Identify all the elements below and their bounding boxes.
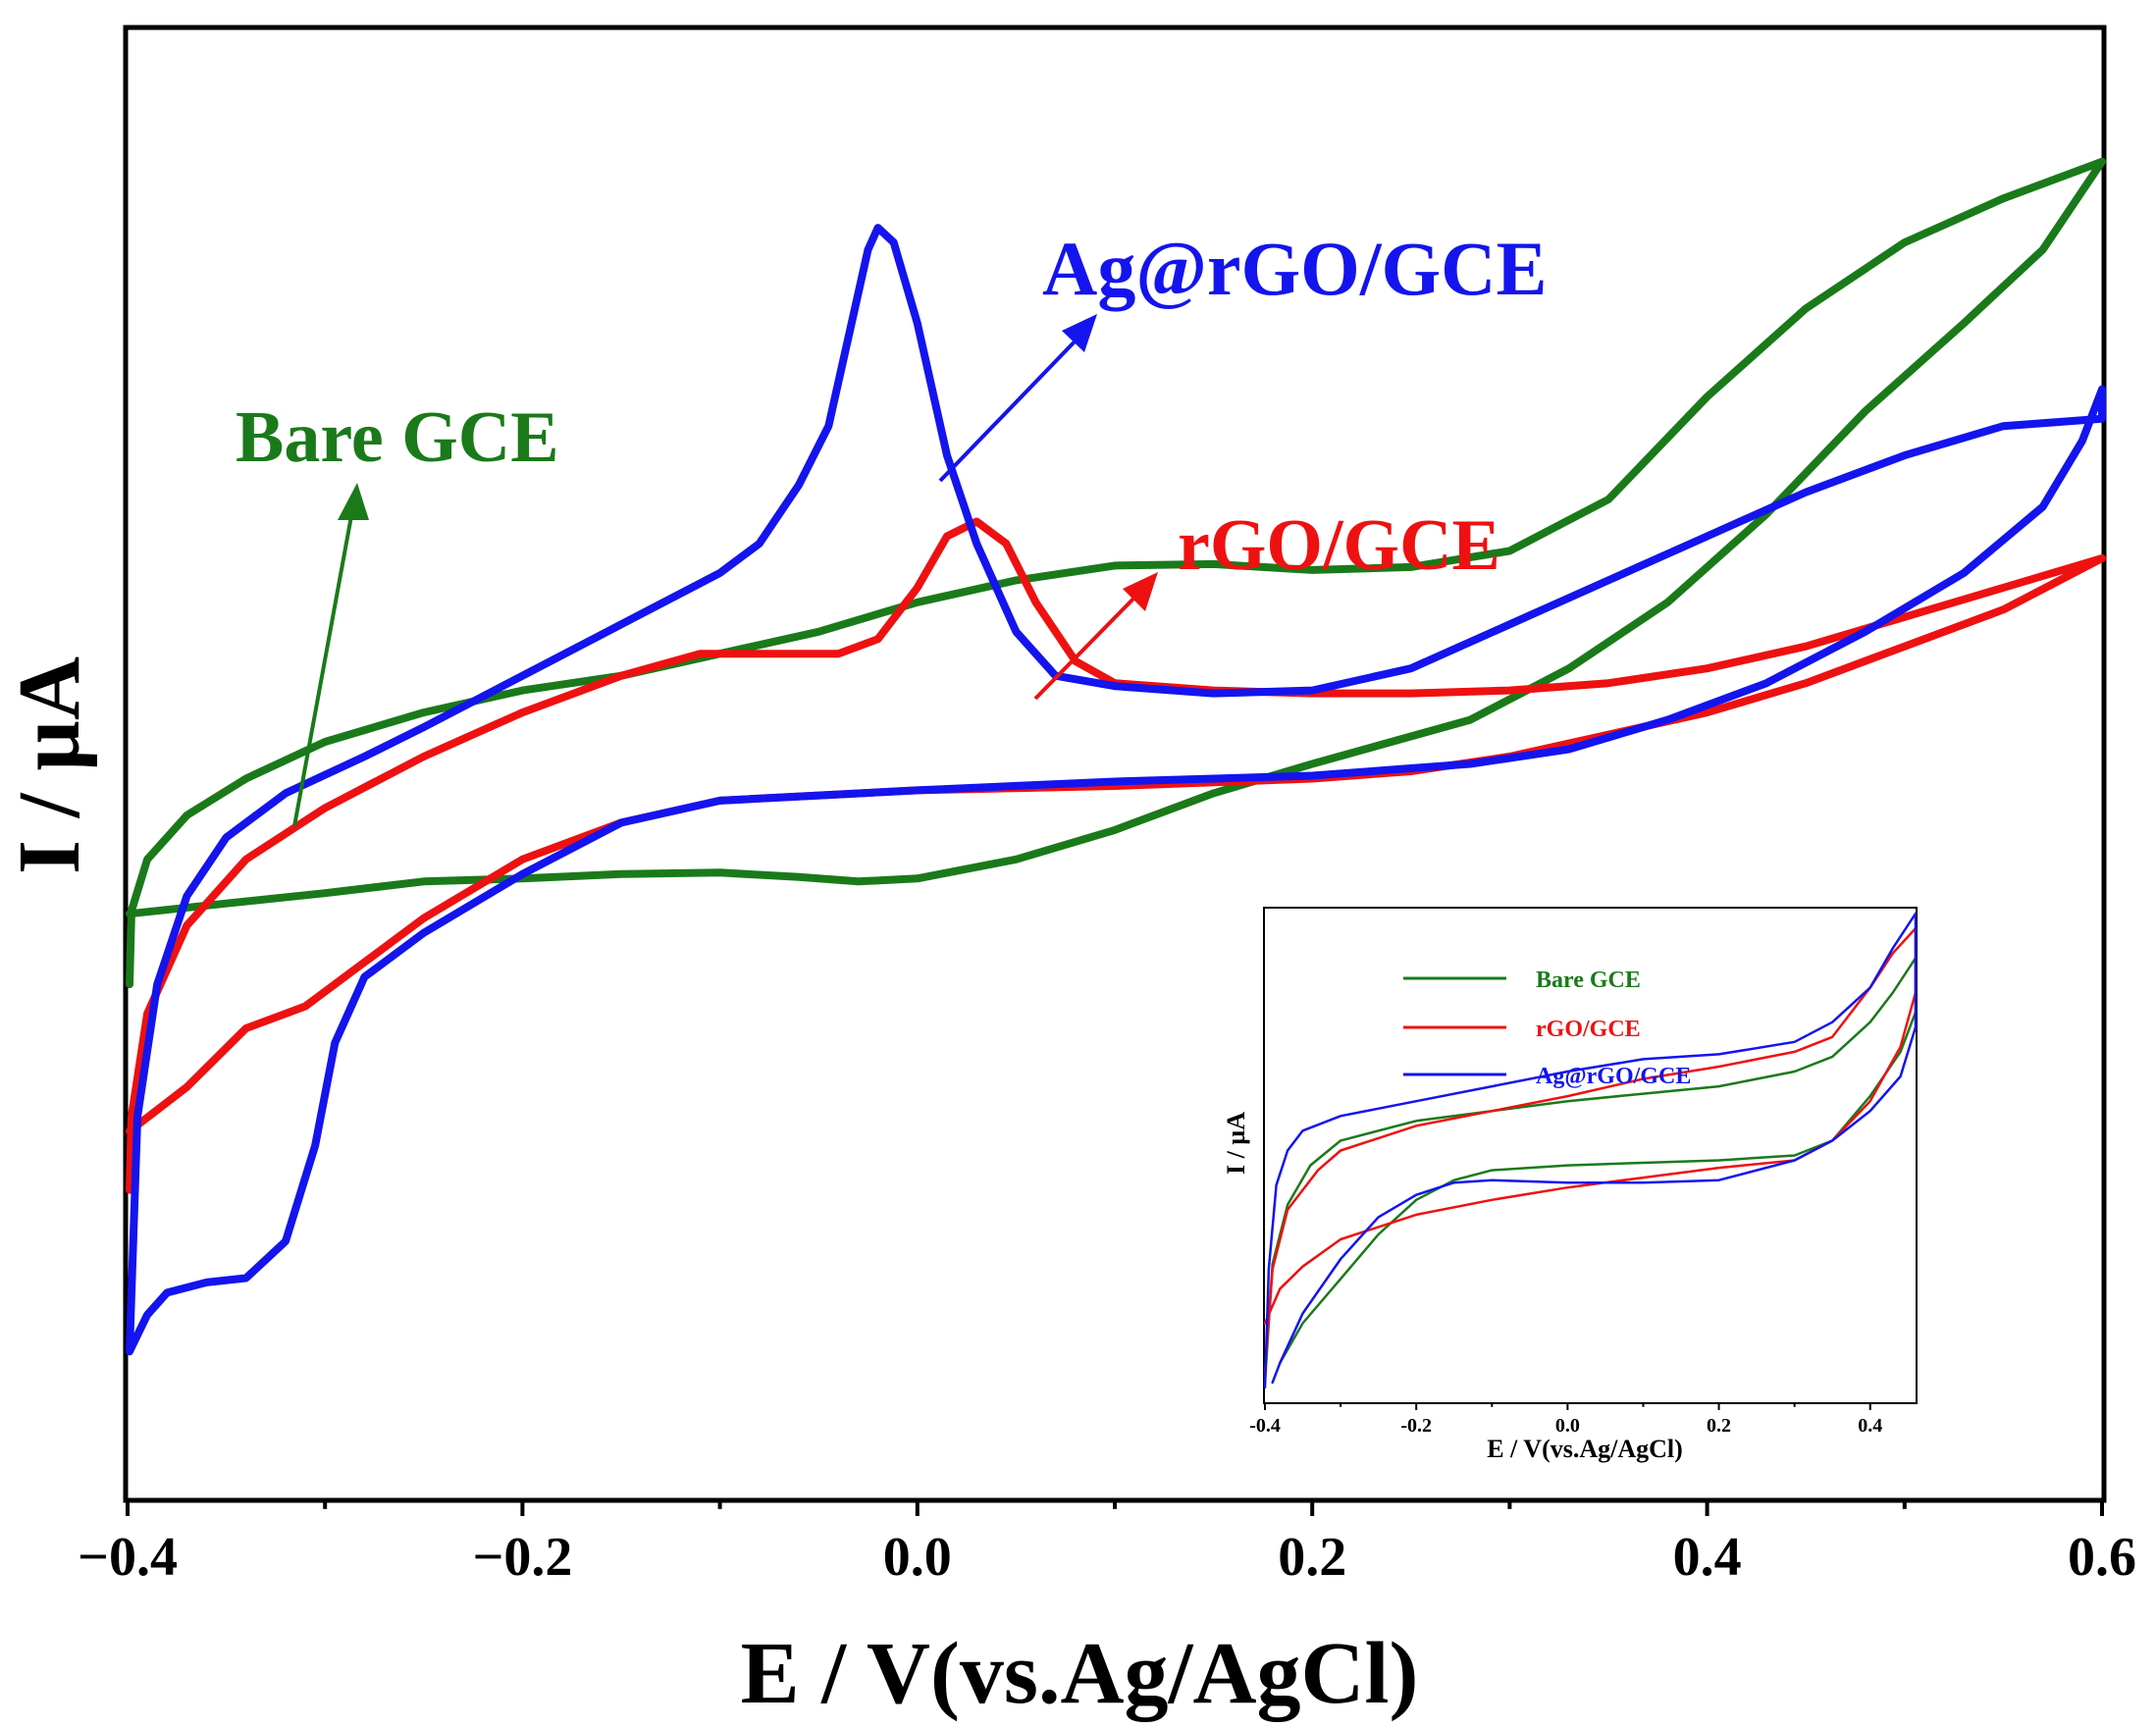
- main-x-tick-label: −0.4: [78, 1527, 178, 1588]
- inset-legend-label-bare-gce: Bare GCE: [1536, 968, 1641, 993]
- rgo-gce-annotation: rGO/GCE: [1178, 505, 1500, 586]
- inset-x-ticks: -0.4 -0.2 0.0 0.2 0.4: [1249, 1402, 1882, 1437]
- inset-legend-label-ag-rgo-gce: Ag@rGO/GCE: [1536, 1064, 1691, 1089]
- main-x-tick-label: −0.2: [472, 1527, 572, 1588]
- main-x-tick-label: 0.4: [1673, 1527, 1742, 1588]
- inset-series-ag-rgo-gce: [1263, 912, 1918, 1389]
- main-plot: −0.4 −0.2 0.0 0.2 0.4 0.6 Bare GCE Ag@rGO/GCE…: [1, 25, 2136, 1722]
- inset-plot-frame: [1263, 907, 1918, 1404]
- inset-x-tick-label: 0.2: [1707, 1415, 1731, 1437]
- bare-gce-annotation: Bare GCE: [236, 397, 559, 478]
- inset-legend: Bare GCE rGO/GCE Ag@rGO/GCE: [1403, 968, 1691, 1089]
- main-x-ticks: −0.4 −0.2 0.0 0.2 0.4 0.6: [78, 1498, 2136, 1588]
- x-axis-label: E / V(vs.Ag/AgCl): [741, 1625, 1419, 1722]
- bare-gce-annotation-arrow: [292, 483, 369, 827]
- rgo-gce-annotation-arrow: [1033, 572, 1158, 701]
- main-x-tick-label: 0.6: [2068, 1527, 2136, 1588]
- y-axis-label: I / µA: [1, 656, 98, 874]
- inset-x-tick-label: 0.4: [1858, 1415, 1882, 1437]
- inset-x-tick-label: -0.2: [1400, 1415, 1432, 1437]
- main-x-tick-label: 0.2: [1278, 1527, 1346, 1588]
- main-series-ag-rgo-gce: [126, 224, 2106, 1356]
- inset-plot: -0.4 -0.2 0.0 0.2 0.4 Bare GCE rGO/GCE Ag@rG…: [1222, 907, 1918, 1463]
- inset-legend-label-rgo-gce: rGO/GCE: [1536, 1017, 1641, 1042]
- inset-x-tick-label: -0.4: [1249, 1415, 1281, 1437]
- inset-x-tick-label: 0.0: [1555, 1415, 1580, 1437]
- main-x-tick-label: 0.0: [883, 1527, 952, 1588]
- main-series-group: [126, 157, 2106, 1356]
- inset-y-axis-label: I / µA: [1222, 1112, 1250, 1175]
- ag-rgo-gce-annotation: Ag@rGO/GCE: [1042, 226, 1548, 311]
- ag-rgo-gce-annotation-arrow: [938, 314, 1097, 483]
- inset-series-group: [1263, 912, 1918, 1389]
- inset-x-axis-label: E / V(vs.Ag/AgCl): [1487, 1435, 1683, 1463]
- main-series-bare-gce: [126, 157, 2106, 989]
